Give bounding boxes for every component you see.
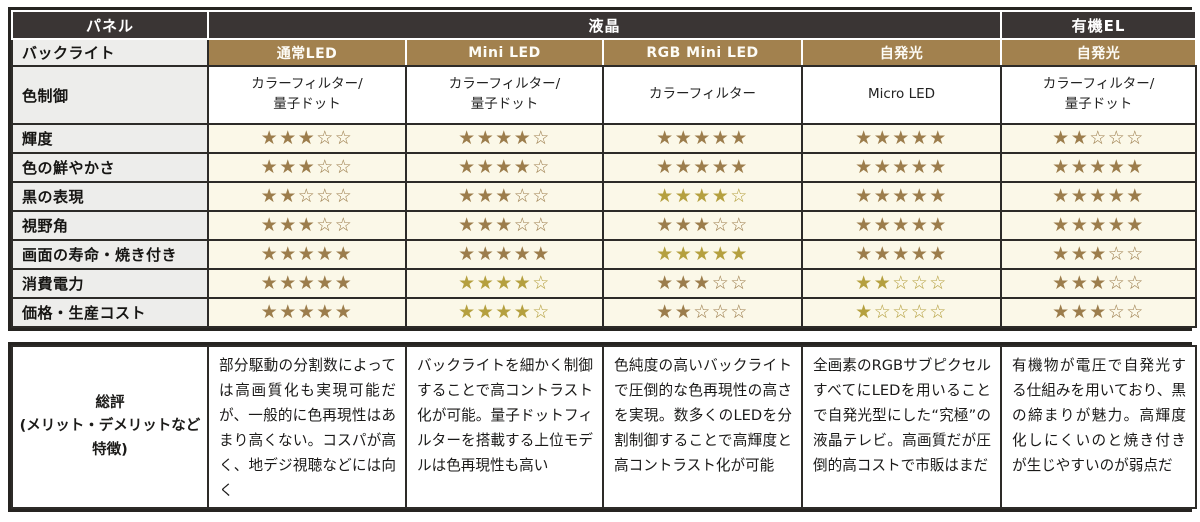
rating-stars-cell: ★★★☆☆ [1000,297,1198,328]
color-control-value-cell: カラーフィルター/ 量子ドット [405,65,604,125]
summary-table: 総評 (メリット・デメリットなど 特徴) 部分駆動の分割数によっては高画質化も実… [11,345,1197,509]
rating-row-label: 輝度 [11,123,209,154]
rating-row-power-consumption: 消費電力 ★★★★★ ★★★★☆ ★★★☆☆ ★★☆☆☆ ★★★☆☆ [11,268,1198,299]
rating-stars-cell: ★★★★★ [1000,152,1198,183]
rating-stars-cell: ★★★☆☆ [602,210,803,241]
color-control-value-cell: カラーフィルター [602,65,803,125]
rating-stars-cell: ★★★☆☆ [1000,239,1198,270]
color-control-row-label: 色制御 [11,65,209,125]
rating-row-viewing-angle: 視野角 ★★★☆☆ ★★★☆☆ ★★★☆☆ ★★★★★ ★★★★★ [11,210,1198,241]
rating-stars-cell: ★★★☆☆ [207,210,407,241]
backlight-value-cell: 自発光 [1000,38,1198,67]
rating-stars-cell: ★★★☆☆ [602,268,803,299]
rating-stars-cell: ★★★★☆ [405,297,604,328]
panel-comparison-page: パネル 液晶 有機EL バックライト 通常LED Mini LED RGB Mi… [8,7,1198,512]
rating-row-black-expression: 黒の表現 ★★☆☆☆ ★★★☆☆ ★★★★☆ ★★★★★ ★★★★★ [11,181,1198,212]
rating-stars-cell: ★☆☆☆☆ [800,297,1003,328]
rating-row-label: 画面の寿命・焼き付き [11,239,209,270]
rating-stars-cell: ★★★★☆ [405,123,604,154]
lcd-group-header: 液晶 [206,10,1003,40]
rating-stars-cell: ★★★★★ [800,210,1003,241]
summary-table-wrap: 総評 (メリット・デメリットなど 特徴) 部分駆動の分割数によっては高画質化も実… [8,342,1197,512]
color-control-row: 色制御 カラーフィルター/ 量子ドット カラーフィルター/ 量子ドット カラーフ… [11,65,1198,125]
backlight-value-cell: Mini LED [405,38,604,67]
summary-row: 総評 (メリット・デメリットなど 特徴) 部分駆動の分割数によっては高画質化も実… [11,345,1197,509]
rating-stars-cell: ★★★★★ [207,297,407,328]
rating-row-label: 価格・生産コスト [11,297,209,328]
rating-stars-cell: ★★★★★ [207,268,407,299]
rating-stars-cell: ★★☆☆☆ [800,268,1003,299]
summary-row-label: 総評 (メリット・デメリットなど 特徴) [11,345,209,509]
backlight-row: バックライト 通常LED Mini LED RGB Mini LED 自発光 自… [11,38,1198,67]
rating-stars-cell: ★★☆☆☆ [1000,123,1198,154]
rating-stars-cell: ★★★★☆ [602,181,803,212]
backlight-value-cell: RGB Mini LED [602,38,803,67]
rating-row-label: 視野角 [11,210,209,241]
rating-stars-cell: ★★★★★ [800,181,1003,212]
rating-stars-cell: ★★★★☆ [405,268,604,299]
panel-header-row: パネル 液晶 有機EL [11,10,1198,40]
rating-row-brightness: 輝度 ★★★☆☆ ★★★★☆ ★★★★★ ★★★★★ ★★☆☆☆ [11,123,1198,154]
backlight-value-cell: 通常LED [207,38,407,67]
rating-row-label: 色の鮮やかさ [11,152,209,183]
rating-stars-cell: ★★★★★ [602,123,803,154]
rating-stars-cell: ★★☆☆☆ [207,181,407,212]
backlight-value-cell: 自発光 [800,38,1003,67]
panel-header-cell: パネル [11,10,209,40]
rating-stars-cell: ★★★★★ [405,239,604,270]
color-control-value-cell: Micro LED [800,65,1003,125]
rating-row-label: 消費電力 [11,268,209,299]
rating-stars-cell: ★★★☆☆ [1000,268,1198,299]
color-control-value-cell: カラーフィルター/ 量子ドット [1000,65,1198,125]
rating-stars-cell: ★★★★★ [602,152,803,183]
rating-stars-cell: ★★★☆☆ [207,123,407,154]
rating-row-color-vividness: 色の鮮やかさ ★★★☆☆ ★★★★☆ ★★★★★ ★★★★★ ★★★★★ [11,152,1198,183]
rating-stars-cell: ★★★☆☆ [207,152,407,183]
comparison-table: パネル 液晶 有機EL バックライト 通常LED Mini LED RGB Mi… [11,10,1198,328]
rating-stars-cell: ★★★☆☆ [405,210,604,241]
rating-stars-cell: ★★★★☆ [405,152,604,183]
rating-stars-cell: ★★☆☆☆ [602,297,803,328]
main-table-wrap: パネル 液晶 有機EL バックライト 通常LED Mini LED RGB Mi… [8,7,1198,331]
summary-text-cell: 全画素のRGBサブピクセルすべてにLEDを用いることで自発光型にした“究極”の液… [801,345,1002,509]
rating-row-price-cost: 価格・生産コスト ★★★★★ ★★★★☆ ★★☆☆☆ ★☆☆☆☆ ★★★☆☆ [11,297,1198,328]
summary-text-cell: 部分駆動の分割数によっては高画質化も実現可能だが、一般的に色再現性はあまり高くな… [207,345,407,509]
rating-stars-cell: ★★★★★ [800,123,1003,154]
table-gap [8,331,1192,342]
rating-stars-cell: ★★★★★ [602,239,803,270]
summary-text-cell: 有機物が電圧で自発光する仕組みを用いており、黒の締まりが魅力。高輝度化しにくいの… [1000,345,1197,509]
summary-text-cell: 色純度の高いバックライトで圧倒的な色再現性の高さを実現。数多くのLEDを分割制御… [602,345,803,509]
backlight-row-label: バックライト [11,38,209,67]
rating-stars-cell: ★★★★★ [207,239,407,270]
rating-row-label: 黒の表現 [11,181,209,212]
rating-stars-cell: ★★★★★ [1000,210,1198,241]
rating-stars-cell: ★★★★★ [800,152,1003,183]
rating-stars-cell: ★★★★★ [800,239,1003,270]
color-control-value-cell: カラーフィルター/ 量子ドット [207,65,407,125]
rating-row-lifespan-burnin: 画面の寿命・焼き付き ★★★★★ ★★★★★ ★★★★★ ★★★★★ ★★★☆☆ [11,239,1198,270]
rating-stars-cell: ★★★☆☆ [405,181,604,212]
summary-text-cell: バックライトを細かく制御することで高コントラスト化が可能。量子ドットフィルターを… [405,345,604,509]
oled-group-header: 有機EL [1000,10,1198,40]
rating-stars-cell: ★★★★★ [1000,181,1198,212]
